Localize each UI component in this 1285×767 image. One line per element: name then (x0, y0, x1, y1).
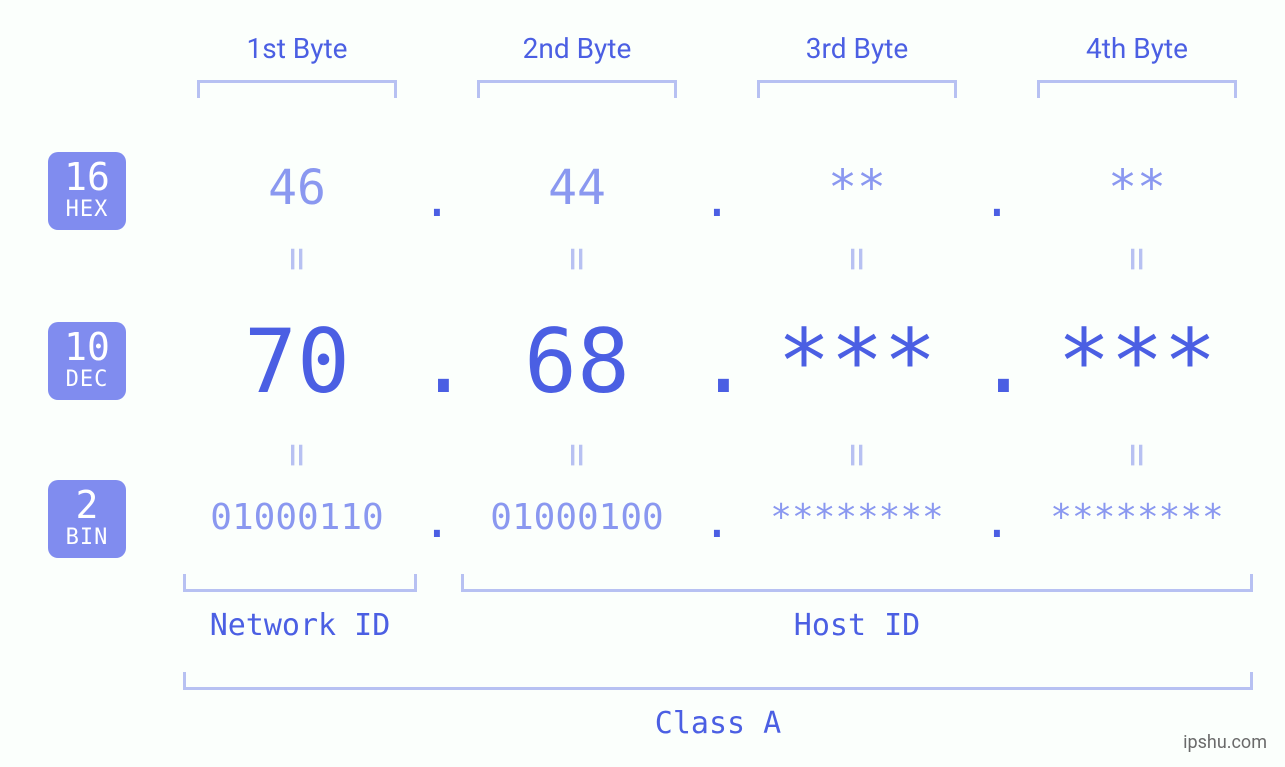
bin-byte-3-value: ******** (770, 497, 943, 538)
hex-byte-4: ** (1019, 160, 1255, 216)
bracket-class (183, 672, 1253, 690)
bracket-network-id (183, 574, 417, 592)
top-bracket-3 (757, 80, 957, 98)
dec-dot-2: . (697, 310, 737, 413)
top-bracket-4 (1037, 80, 1237, 98)
badge-dec-num: 10 (48, 328, 126, 368)
badge-dec-txt: DEC (48, 368, 126, 391)
bin-dot-2: . (697, 493, 737, 549)
hex-byte-3-value: ** (828, 160, 886, 216)
badge-hex: 16 HEX (48, 152, 126, 230)
badge-bin-num: 2 (48, 486, 126, 526)
equals-icon: = (554, 443, 600, 467)
eq-row1-col3: = (739, 236, 975, 282)
bin-byte-4-value: ******** (1050, 497, 1223, 538)
hex-dot-3: . (977, 172, 1017, 228)
label-host-id: Host ID (461, 608, 1253, 643)
dec-dot-1: . (417, 310, 457, 413)
hex-byte-1-value: 46 (268, 160, 326, 216)
bracket-host-id (461, 574, 1253, 592)
bin-dot-1: . (417, 493, 457, 549)
dec-byte-1-value: 70 (244, 310, 350, 413)
dec-byte-4-value: *** (1058, 310, 1217, 413)
badge-dec: 10 DEC (48, 322, 126, 400)
label-class: Class A (183, 706, 1253, 741)
eq-row2-col2: = (459, 432, 695, 478)
hex-byte-1: 46 (179, 160, 415, 216)
badge-hex-num: 16 (48, 158, 126, 198)
eq-row1-col1: = (179, 236, 415, 282)
hex-byte-4-value: ** (1108, 160, 1166, 216)
equals-icon: = (1114, 443, 1160, 467)
dec-byte-1: 70 (179, 310, 415, 413)
hex-dot-2: . (697, 172, 737, 228)
byte-header-1: 1st Byte (197, 32, 397, 65)
eq-row2-col1: = (179, 432, 415, 478)
hex-byte-2: 44 (459, 160, 695, 216)
byte-header-2: 2nd Byte (477, 32, 677, 65)
diagram-root: 1st Byte 2nd Byte 3rd Byte 4th Byte 16 H… (0, 0, 1285, 767)
eq-row1-col2: = (459, 236, 695, 282)
bin-byte-2: 01000100 (459, 497, 695, 538)
badge-bin-txt: BIN (48, 526, 126, 549)
bin-byte-1: 01000110 (179, 497, 415, 538)
top-bracket-2 (477, 80, 677, 98)
equals-icon: = (274, 443, 320, 467)
dec-byte-4: *** (1019, 310, 1255, 413)
equals-icon: = (554, 247, 600, 271)
byte-header-4: 4th Byte (1037, 32, 1237, 65)
watermark: ipshu.com (1183, 732, 1267, 753)
bin-dot-3: . (977, 493, 1017, 549)
bin-byte-4: ******** (1019, 497, 1255, 538)
equals-icon: = (834, 247, 880, 271)
eq-row2-col4: = (1019, 432, 1255, 478)
badge-hex-txt: HEX (48, 198, 126, 221)
eq-row2-col3: = (739, 432, 975, 478)
byte-header-3: 3rd Byte (757, 32, 957, 65)
bin-byte-1-value: 01000110 (210, 497, 383, 538)
dec-dot-3: . (977, 310, 1017, 413)
equals-icon: = (274, 247, 320, 271)
hex-byte-3: ** (739, 160, 975, 216)
hex-dot-1: . (417, 172, 457, 228)
dec-byte-3: *** (739, 310, 975, 413)
dec-byte-2: 68 (459, 310, 695, 413)
equals-icon: = (1114, 247, 1160, 271)
equals-icon: = (834, 443, 880, 467)
top-bracket-1 (197, 80, 397, 98)
eq-row1-col4: = (1019, 236, 1255, 282)
hex-byte-2-value: 44 (548, 160, 606, 216)
label-network-id: Network ID (183, 608, 417, 643)
dec-byte-3-value: *** (778, 310, 937, 413)
badge-bin: 2 BIN (48, 480, 126, 558)
bin-byte-2-value: 01000100 (490, 497, 663, 538)
dec-byte-2-value: 68 (524, 310, 630, 413)
bin-byte-3: ******** (739, 497, 975, 538)
